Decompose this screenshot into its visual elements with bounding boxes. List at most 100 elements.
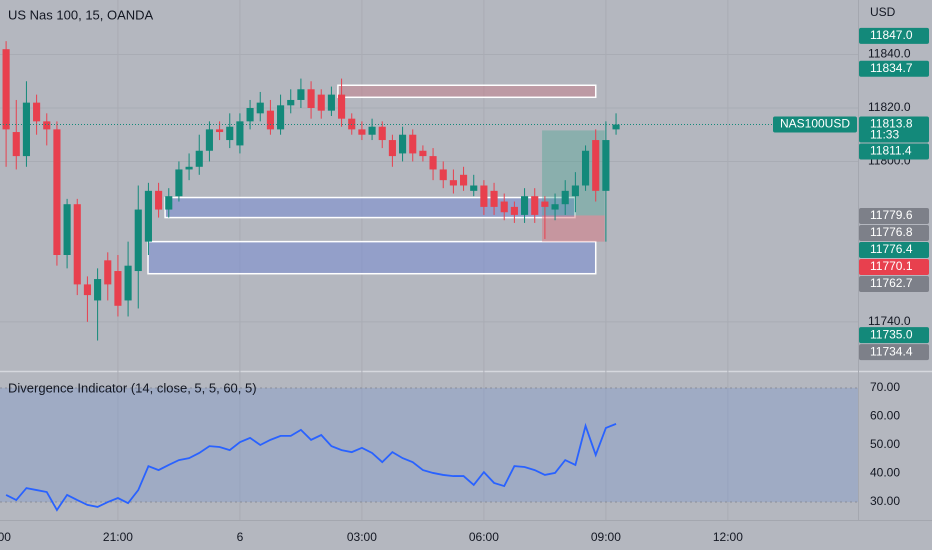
candle-body	[449, 180, 457, 186]
candle-body	[155, 190, 163, 210]
candle-body	[480, 185, 488, 207]
candle-body	[460, 174, 468, 186]
y-tick-label: 11840.0	[868, 47, 911, 61]
symbol-tag	[773, 116, 857, 133]
candle-body	[185, 166, 193, 170]
y-tick-label: 40.00	[870, 466, 900, 480]
price-tag	[859, 344, 929, 361]
candle-body	[277, 105, 285, 130]
y-tick-label: 30.00	[870, 494, 900, 508]
y-tick-label: 70.00	[870, 380, 900, 394]
price-tag-label: 11735.0	[870, 327, 913, 341]
price-tag	[859, 27, 929, 44]
candle-body	[500, 201, 508, 213]
candle-body	[124, 265, 132, 301]
candle-body	[134, 209, 142, 272]
candle-body	[470, 185, 478, 191]
candle-body	[429, 156, 437, 170]
price-tag-label: 11811.4	[870, 144, 912, 158]
zone	[147, 240, 597, 275]
candle-body	[63, 204, 71, 255]
x-tick-label: 06:00	[469, 530, 499, 544]
candle-body	[581, 150, 590, 186]
candle-body	[236, 121, 244, 146]
candle-body	[571, 185, 579, 197]
candle-body	[266, 110, 274, 130]
candle-body	[94, 279, 102, 301]
y-tick-label: 11820.0	[868, 100, 911, 114]
x-tick-label: 21:00	[103, 530, 133, 544]
price-tag-label: 11762.7	[870, 276, 913, 290]
candle-body	[561, 190, 569, 205]
x-tick-label: 09:00	[591, 530, 621, 544]
price-tag	[859, 143, 929, 160]
candle-body	[348, 118, 356, 130]
candle-body	[602, 140, 610, 191]
x-tick-label: 18:00	[0, 530, 11, 544]
candle-body	[114, 271, 122, 306]
candle-body	[510, 206, 518, 215]
candle-body	[83, 284, 91, 296]
price-tag	[859, 116, 929, 143]
price-tag-label: 11776.8	[870, 225, 913, 239]
candle-body	[338, 94, 346, 119]
price-tag-label: 11770.1	[870, 259, 913, 273]
indicator-line	[5, 422, 617, 512]
price-tag	[859, 60, 929, 77]
candle-body	[307, 89, 315, 108]
candle-body	[33, 102, 41, 122]
candle-body	[216, 129, 224, 133]
candle-body	[490, 190, 498, 207]
chart-title: US Nas 100, 15, OANDA	[8, 7, 154, 22]
price-tag	[859, 241, 929, 258]
price-tag	[859, 258, 929, 275]
candle-body	[195, 150, 203, 167]
candle-body	[399, 134, 407, 154]
candle-body	[12, 132, 20, 157]
candle-body	[73, 204, 81, 285]
candle-body	[551, 204, 559, 210]
price-tag-label: 11779.6	[870, 208, 913, 222]
candle-body	[378, 126, 386, 141]
candle-body	[439, 169, 447, 181]
candle-body	[205, 129, 213, 151]
candle-body	[327, 94, 335, 111]
price-tag-label: 11776.4	[870, 242, 913, 256]
candle-body	[226, 126, 234, 141]
price-tag	[859, 224, 929, 241]
candle-body	[358, 129, 366, 135]
candle-body	[419, 150, 427, 157]
candle-body	[297, 89, 305, 100]
zone	[542, 215, 605, 242]
candle-body	[317, 94, 325, 111]
candle-body	[521, 196, 529, 215]
candle-body	[612, 124, 620, 130]
price-tag	[859, 207, 929, 224]
x-tick-label: 6	[237, 530, 244, 544]
candle-body	[287, 99, 295, 106]
y-tick-label: 50.00	[870, 437, 900, 451]
price-tag-label: 11834.7	[870, 61, 913, 75]
currency-label: USD	[870, 5, 896, 19]
x-tick-label: 03:00	[347, 530, 377, 544]
candle-body	[53, 129, 61, 255]
y-tick-label: 60.00	[870, 409, 900, 423]
symbol-label: NAS100USD	[780, 117, 850, 131]
x-tick-label: 12:00	[713, 530, 743, 544]
candle-body	[144, 190, 152, 242]
candle-body	[409, 134, 417, 154]
candle-body	[22, 102, 30, 157]
indicator-band	[0, 387, 858, 503]
candle-body	[541, 201, 549, 207]
y-tick-label: 11740.0	[868, 314, 911, 328]
candle-body	[175, 169, 183, 197]
candle-body	[592, 140, 600, 191]
countdown-label: 11:33	[870, 128, 899, 142]
candle-body	[388, 140, 396, 157]
price-tag-label: 11847.0	[870, 28, 913, 42]
price-tag	[859, 327, 929, 344]
candle-body	[256, 102, 264, 114]
candle-body	[43, 121, 51, 130]
